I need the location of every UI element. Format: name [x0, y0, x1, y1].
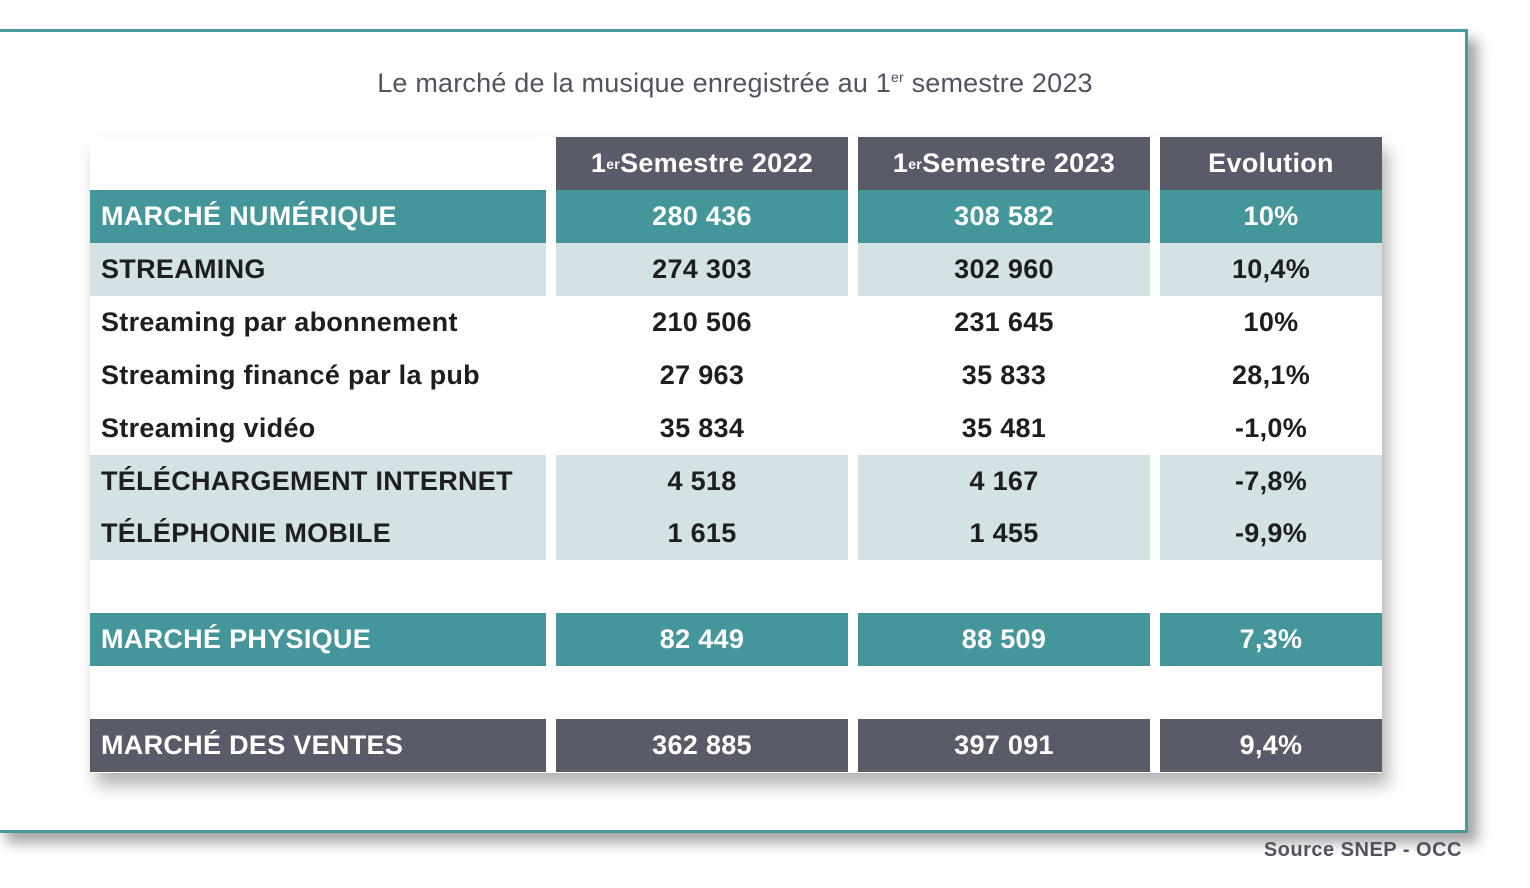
- row-label: TÉLÉPHONIE MOBILE: [90, 507, 546, 560]
- table-cell: 35 481: [961, 413, 1047, 443]
- source-note: Source SNEP - OCC: [1263, 839, 1462, 861]
- table-cell: 4 518: [556, 455, 848, 508]
- row-label: STREAMING: [90, 243, 546, 296]
- table-cell: 10%: [1243, 307, 1299, 337]
- table-cell: 397 091: [858, 719, 1150, 772]
- column-header: Evolution: [1160, 137, 1382, 190]
- table-cell: 362 885: [556, 719, 848, 772]
- column-header: 1 er Semestre 2023: [858, 137, 1150, 190]
- table-cell: 10%: [1160, 190, 1382, 243]
- table-cell: 1 455: [858, 507, 1150, 560]
- table-cell: 302 960: [858, 243, 1150, 296]
- table-cell: 27 963: [659, 360, 745, 390]
- data-table: 1 er Semestre 2022 1 er Semestre 2023 Evolut…: [90, 137, 1382, 773]
- table-cell: 308 582: [858, 190, 1150, 243]
- column-header: 1 er Semestre 2022: [556, 137, 848, 190]
- table-cell: 28,1%: [1231, 360, 1311, 390]
- table-cell: 7,3%: [1160, 613, 1382, 666]
- table-cell: -7,8%: [1160, 455, 1382, 508]
- table-cell: -9,9%: [1160, 507, 1382, 560]
- row-label: TÉLÉCHARGEMENT INTERNET: [90, 455, 546, 508]
- table-cell: -1,0%: [1234, 413, 1308, 443]
- table-cell: 280 436: [556, 190, 848, 243]
- table-cell: 35 834: [659, 413, 745, 443]
- row-label: MARCHÉ NUMÉRIQUE: [90, 190, 546, 243]
- table-cell: 210 506: [652, 307, 752, 337]
- row-label: Streaming vidéo: [101, 413, 316, 443]
- table-cell: 1 615: [556, 507, 848, 560]
- table-cell: 82 449: [556, 613, 848, 666]
- table-cell: 274 303: [556, 243, 848, 296]
- chart-title: Le marché de la musique enregistrée au 1…: [377, 68, 1093, 98]
- row-label: MARCHÉ PHYSIQUE: [90, 613, 546, 666]
- table-cell: 35 833: [961, 360, 1047, 390]
- row-label: MARCHÉ DES VENTES: [90, 719, 546, 772]
- row-label: Streaming financé par la pub: [101, 360, 480, 390]
- table-cell: 10,4%: [1160, 243, 1382, 296]
- table-cell: 9,4%: [1160, 719, 1382, 772]
- table-cell: 4 167: [858, 455, 1150, 508]
- table-cell: 88 509: [858, 613, 1150, 666]
- table-cell: 231 645: [954, 307, 1054, 337]
- row-label: Streaming par abonnement: [101, 307, 458, 337]
